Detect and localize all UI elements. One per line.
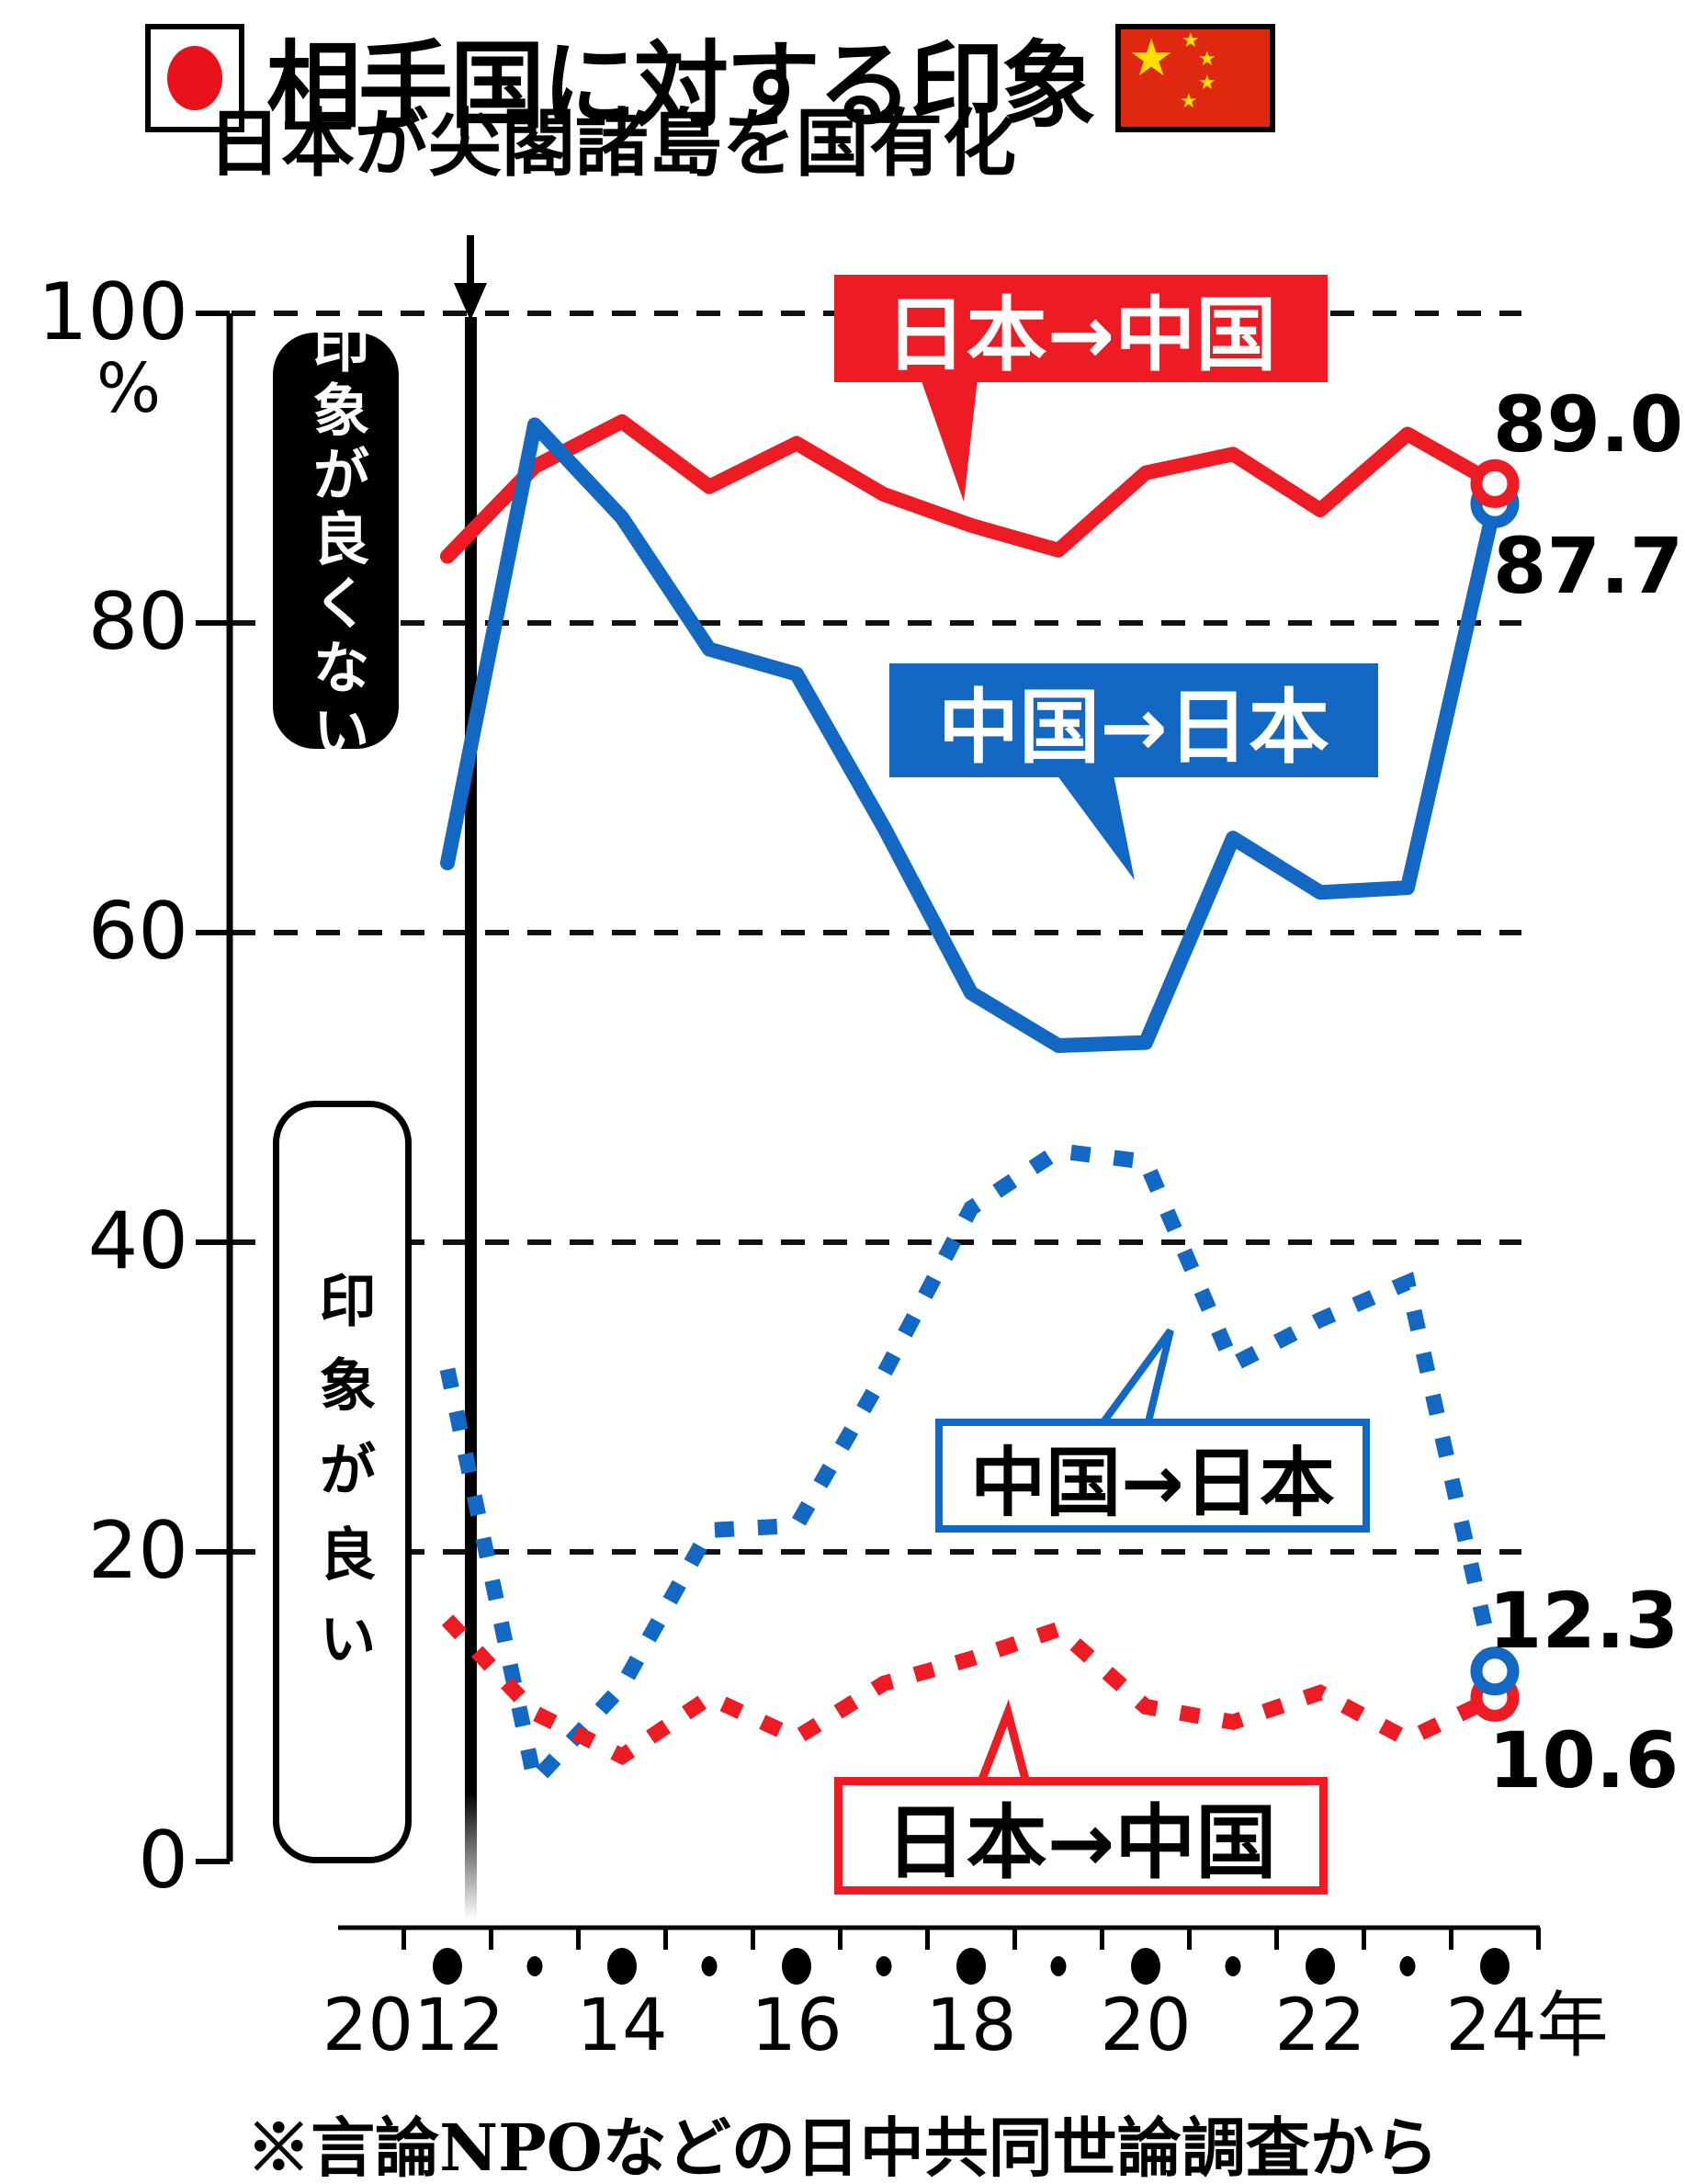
event-vertical-line: [465, 317, 477, 1920]
callout-japan-to-china-favorable: 日本→中国: [834, 1777, 1328, 1895]
y-axis-unit: %: [96, 349, 162, 428]
japan-flag-sun: [167, 45, 222, 110]
callout-pointers: [921, 379, 1174, 1798]
callout-japan-to-china-unfavorable: 日本→中国: [834, 275, 1328, 382]
year-dot-2020: [1131, 1948, 1160, 1985]
year-dot-2014: [607, 1948, 637, 1985]
china-flag-star-icon: ★: [1182, 28, 1200, 52]
japan-flag-icon: [145, 23, 244, 132]
end-value-japan-to-china-favorable: 10.6: [1488, 1715, 1679, 1805]
x-tick-label-18: 18: [925, 1985, 1017, 2067]
year-dot-2024: [1480, 1948, 1510, 1985]
y-tick-label-80: 80: [87, 576, 188, 668]
end-value-japan-to-china-unfavorable: 89.0: [1493, 379, 1684, 470]
year-dot-2021: [1225, 1956, 1241, 1976]
year-dot-2016: [782, 1948, 811, 1985]
y-axis: [196, 311, 233, 1864]
x-tick-label-14: 14: [576, 1985, 668, 2067]
series-line-3: [441, 1614, 1498, 1766]
year-dot-2017: [876, 1956, 892, 1976]
china-flag-star-icon: ★: [1198, 47, 1216, 71]
china-flag-icon: ★ ★ ★ ★ ★: [1115, 23, 1275, 132]
callout-china-to-japan-favorable: 中国→日本: [935, 1419, 1370, 1533]
year-dots: [433, 1948, 1510, 1985]
year-dot-2019: [1050, 1956, 1067, 1976]
down-arrow-icon: [454, 283, 487, 321]
china-flag-star-icon: ★: [1180, 89, 1198, 113]
category-label-favorable: 印象が良い: [309, 1271, 377, 1693]
category-box-favorable: 印象が良い: [273, 1101, 412, 1863]
source-footnote: ※言論NPOなどの日中共同世論調査から: [246, 2110, 1439, 2184]
series-lines: [439, 413, 1503, 1798]
series-line-2: [439, 1142, 1503, 1798]
y-tick-label-40: 40: [87, 1195, 188, 1287]
y-tick-label-100: 100: [37, 266, 188, 358]
series-line-1: [440, 417, 1502, 1053]
event-annotation-text: 日本が尖閣諸島を国有化: [208, 100, 1016, 187]
china-flag-star-icon: ★: [1128, 28, 1175, 88]
series-line-0: [440, 413, 1502, 564]
x-tick-label-20: 20: [1100, 1985, 1192, 2067]
x-tick-label-2012: 2012: [322, 1985, 505, 2067]
x-tick-label-22: 22: [1274, 1985, 1366, 2067]
y-tick-label-0: 0: [138, 1815, 188, 1907]
year-dot-2015: [701, 1956, 718, 1976]
year-dot-2023: [1399, 1956, 1416, 1976]
year-dot-2018: [956, 1948, 986, 1985]
title-row: 相手国に対する印象 ★ ★ ★ ★ ★: [145, 9, 1275, 146]
china-flag-star-icon: ★: [1198, 71, 1216, 95]
end-value-china-to-japan-unfavorable: 87.7: [1493, 521, 1684, 611]
y-tick-label-20: 20: [87, 1505, 188, 1597]
endpoint-markers: [1470, 458, 1520, 1722]
y-tick-label-60: 60: [87, 886, 188, 978]
category-label-unfavorable: 印象が良くない: [302, 315, 370, 766]
endpoint-circle-0: [1470, 458, 1520, 508]
year-dot-2013: [526, 1956, 543, 1976]
year-dot-2022: [1306, 1948, 1335, 1985]
x-tick-label-24年: 24年: [1445, 1985, 1609, 2067]
end-value-china-to-japan-favorable: 12.3: [1488, 1576, 1679, 1666]
endpoint-circle-2: [1470, 1646, 1520, 1696]
page-title: 相手国に対する印象: [266, 31, 1096, 141]
x-tick-label-16: 16: [751, 1985, 842, 2067]
year-dot-2012: [433, 1948, 462, 1985]
callout-tail-blue-top: [1057, 775, 1135, 880]
callout-china-to-japan-unfavorable: 中国→日本: [889, 663, 1378, 777]
category-box-unfavorable: 印象が良くない: [273, 316, 399, 766]
callout-tail-red-top: [921, 379, 978, 502]
x-axis-ruler: [338, 1925, 1541, 1950]
